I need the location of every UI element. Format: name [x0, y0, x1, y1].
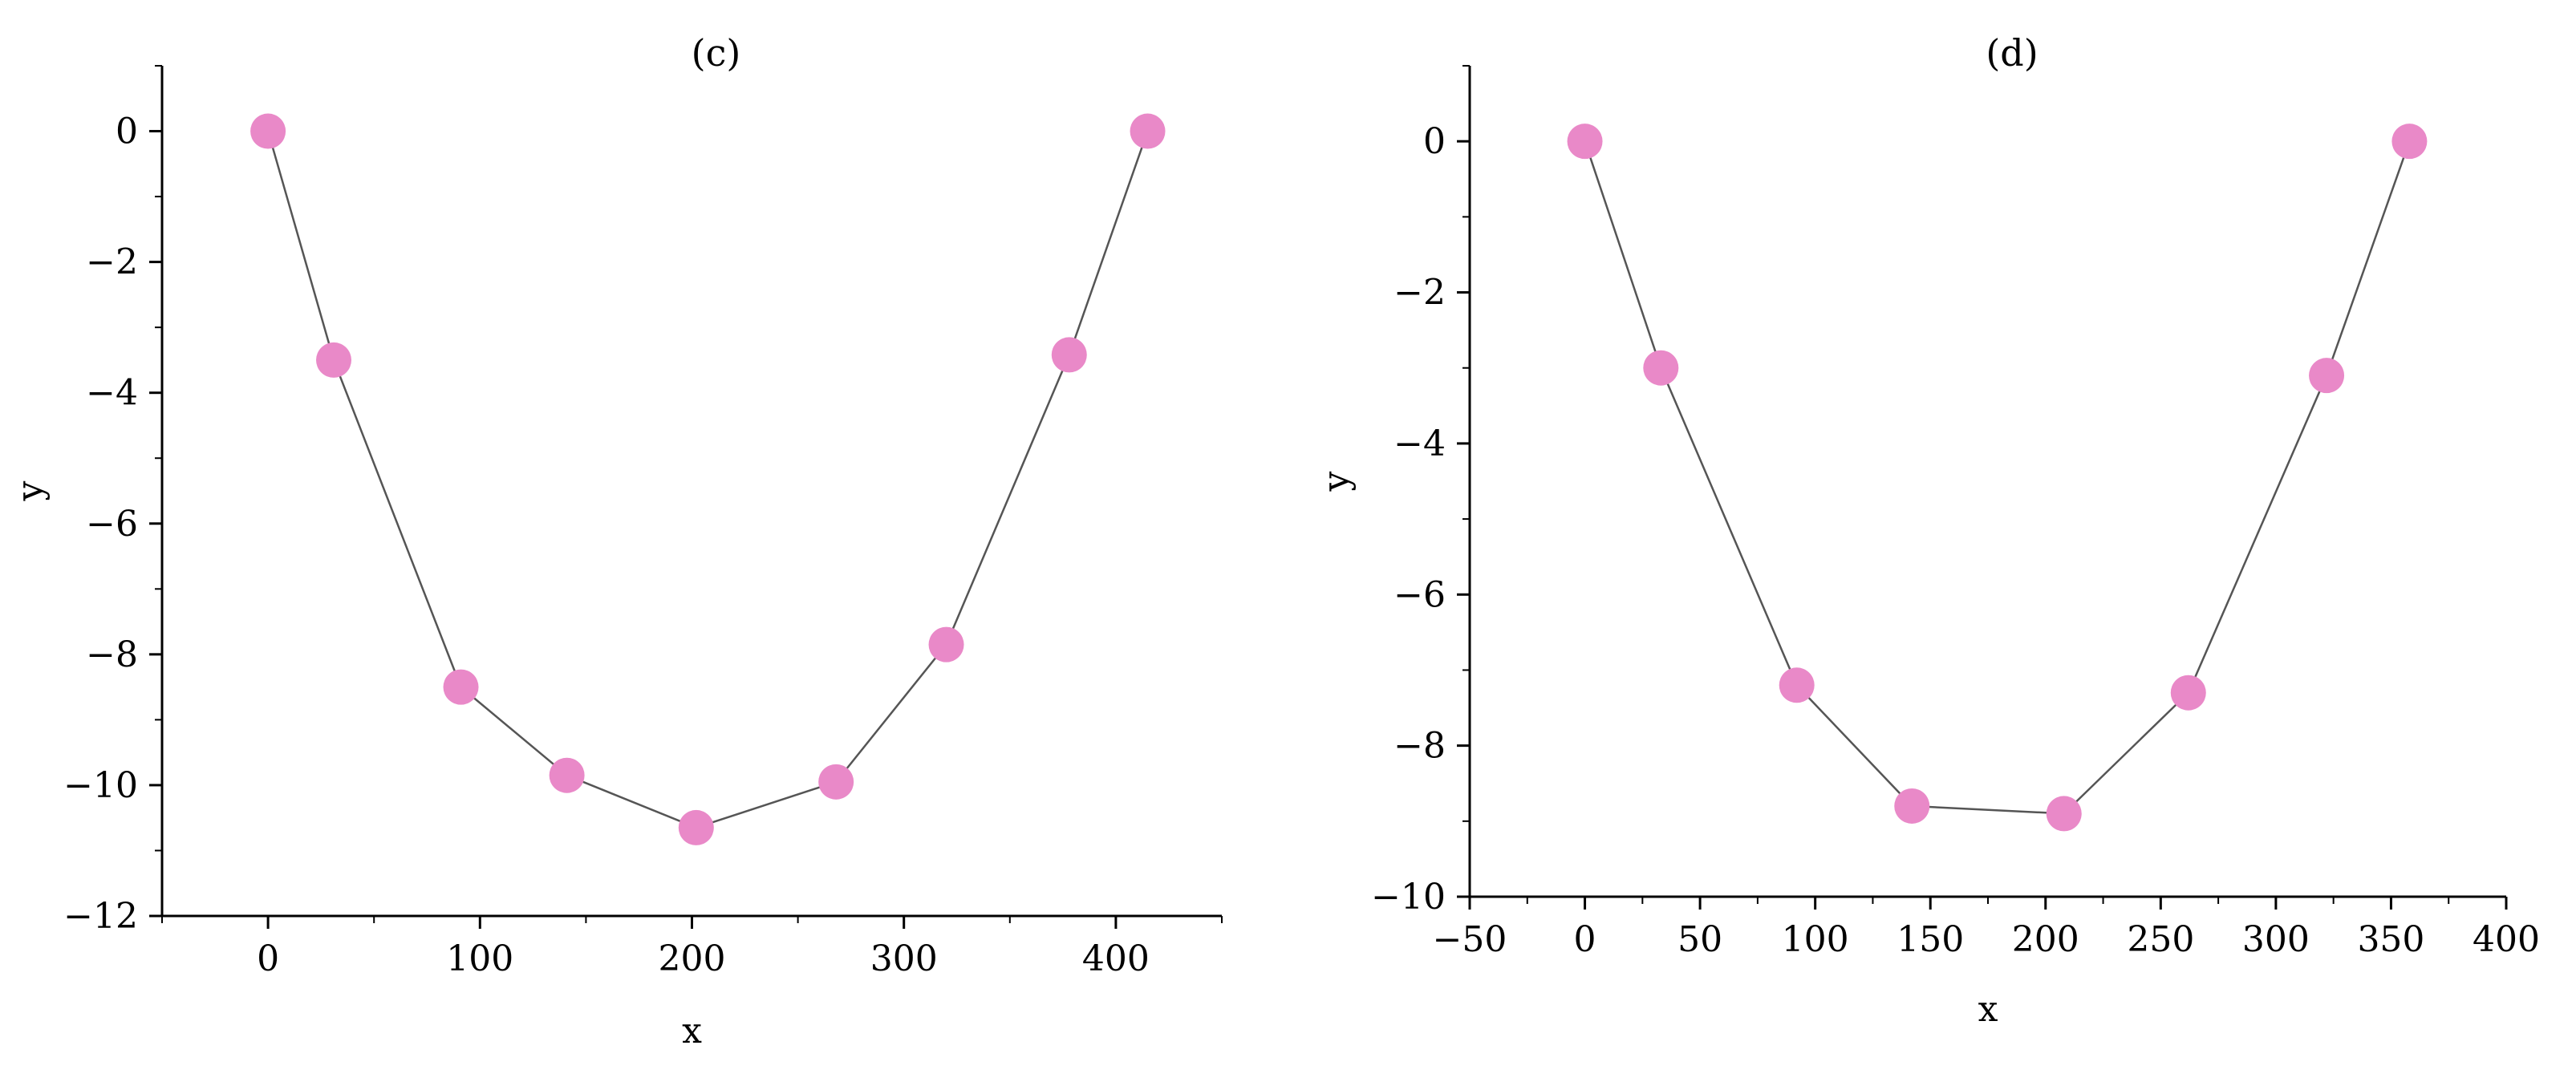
panel-c-series-segment	[1068, 131, 1149, 355]
panel-c-data-point	[678, 809, 714, 845]
panel-d-x-tick-label: 0	[1574, 919, 1596, 960]
panel-d-x-tick-label: −50	[1433, 919, 1507, 960]
panel-c-y-tick-label: −4	[86, 373, 138, 414]
panel-d-data-point	[2046, 796, 2082, 832]
panel-d-y-tick-label: 0	[1423, 121, 1446, 162]
panel-d-y-tick-label: −10	[1371, 877, 1446, 918]
panel-c-y-axis-title: y	[10, 480, 51, 501]
panel-d-data-point	[1779, 667, 1815, 703]
panel-d-data-point	[1567, 124, 1603, 160]
panel-d-y-tick-label: −8	[1393, 726, 1446, 767]
panel-c-data-point	[1051, 337, 1087, 373]
panel-c-series-segment	[835, 643, 947, 783]
panel-c-x-tick-label: 0	[257, 938, 279, 979]
panel-d-x-tick-label: 300	[2242, 919, 2310, 960]
panel-c-y-tick-label: −2	[86, 242, 138, 283]
panel-d-x-tick-label: 150	[1897, 919, 1964, 960]
panel-d-series-segment	[2325, 140, 2411, 376]
panel-d-y-tick-label: −6	[1393, 574, 1446, 615]
panel-c-series-segment	[696, 780, 837, 829]
panel-d-series-segment	[1795, 684, 1913, 807]
panel-d-y-tick-label: −4	[1393, 423, 1446, 464]
panel-c-y-tick-label: −10	[63, 765, 138, 806]
panel-d-data-point	[2309, 358, 2345, 394]
panel-c-data-point	[549, 757, 585, 793]
panel-c-series-segment	[460, 686, 568, 776]
panel-c-y-tick-label: −12	[63, 896, 138, 937]
panel-d-series-segment	[1584, 140, 1662, 369]
panel-d-x-tick-label: 200	[2012, 919, 2079, 960]
panel-c-x-axis-title: x	[682, 1011, 702, 1052]
panel-d-data-point	[2170, 675, 2206, 711]
panel-c-y-tick-label: −6	[86, 504, 138, 545]
panel-c-y-tick-label: 0	[116, 111, 138, 152]
panel-c-series-segment	[332, 359, 462, 688]
panel-d-y-tick-label: −2	[1393, 273, 1446, 314]
panel-c-data-point	[250, 113, 286, 149]
panel-c-series-segment	[566, 774, 697, 829]
panel-d-series-segment	[2063, 691, 2189, 815]
panel-d-x-tick-label: 100	[1782, 919, 1849, 960]
panel-c-x-tick-label: 400	[1082, 938, 1150, 979]
panel-d-x-axis-title: x	[1978, 989, 1998, 1030]
panel-d-x-tick-label: 350	[2357, 919, 2424, 960]
panel-d-title: (d)	[1986, 31, 2038, 75]
panel-d-x-tick-label: 250	[2127, 919, 2194, 960]
panel-c-data-point	[1130, 113, 1166, 149]
panel-d-data-point	[1643, 350, 1679, 386]
panel-c-title: (c)	[692, 31, 741, 75]
panel-c-data-point	[316, 342, 352, 378]
panel-c-series-segment	[266, 131, 335, 361]
panel-c-x-tick-label: 300	[870, 938, 938, 979]
panel-d-data-point	[2391, 124, 2428, 160]
panel-c-x-tick-label: 100	[446, 938, 513, 979]
panel-c-data-point	[818, 764, 854, 800]
panel-d-series-segment	[1660, 367, 1798, 686]
panel-c-y-tick-label: −8	[86, 634, 138, 675]
panel-c-x-tick-label: 200	[659, 938, 726, 979]
panel-c-series-segment	[945, 354, 1070, 646]
panel-d-y-axis-title: y	[1316, 471, 1357, 492]
panel-d-series-segment	[2187, 375, 2328, 694]
panel-d-x-tick-label: 50	[1677, 919, 1722, 960]
panel-d-x-tick-label: 400	[2473, 919, 2540, 960]
panel-c-data-point	[928, 626, 964, 663]
panel-d-data-point	[1894, 788, 1930, 824]
panel-c-data-point	[443, 669, 479, 705]
panel-d-series-segment	[1912, 804, 2064, 815]
